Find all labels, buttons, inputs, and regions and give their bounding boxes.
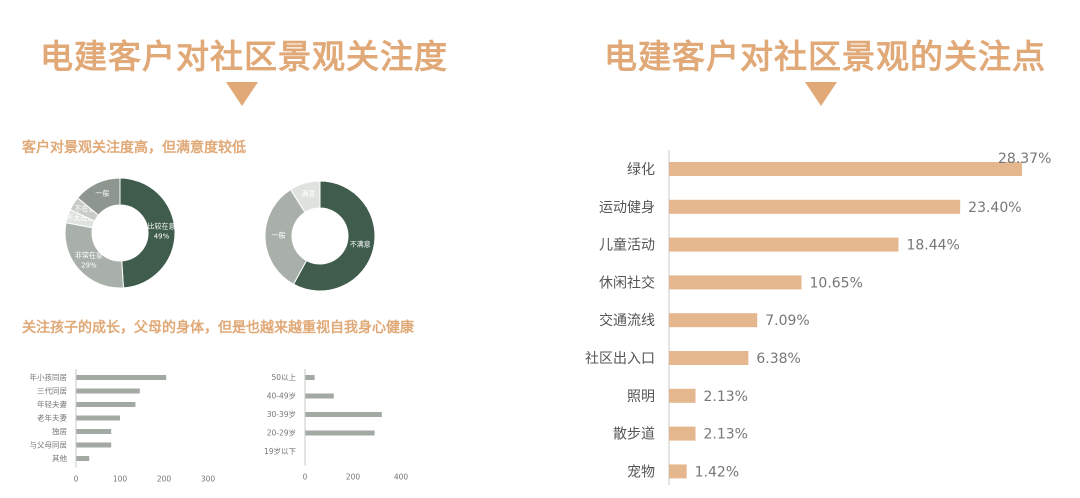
category-label: 散步道 (613, 427, 655, 443)
x-tick-label: 100 (113, 475, 128, 484)
value-label: 28.37% (998, 151, 1051, 167)
category-label: 年轻夫妻 (37, 399, 67, 409)
bar (669, 275, 802, 290)
slice-value: 49% (154, 233, 170, 241)
category-label: 儿童活动 (599, 237, 655, 254)
donut-slice (119, 177, 176, 289)
x-tick-label: 0 (303, 473, 308, 482)
x-tick-label: 0 (74, 475, 79, 484)
satisfaction-subheading: 客户对景观关注度高，但满意度较低 (22, 140, 246, 156)
category-label: 宠物 (627, 464, 655, 480)
value-label: 23.40% (968, 200, 1021, 216)
donut-slice (289, 180, 321, 214)
bar (669, 351, 749, 365)
bar (669, 237, 899, 252)
donut-slice (64, 222, 124, 289)
slice-label: 不在意 (74, 204, 95, 213)
bar (76, 388, 140, 394)
bar (76, 456, 90, 461)
donut-slice (76, 177, 121, 216)
bar (76, 375, 167, 380)
down-arrow-icon (805, 82, 837, 106)
x-tick-label: 200 (346, 473, 361, 482)
category-label: 独居 (52, 426, 67, 436)
left-chart-title: 电建客户对社区景观关注度 (40, 37, 448, 76)
category-label: 休闲社交 (599, 274, 655, 291)
bar (669, 388, 696, 403)
donut-slice (292, 180, 376, 292)
down-arrow-icon (226, 82, 258, 106)
bar (669, 464, 687, 479)
category-label: 40-49岁 (267, 391, 296, 401)
category-label: 运动健身 (599, 200, 655, 216)
landscape-focus-bar-chart: 绿化 28.37% 运动健身 23.40% 儿童活动 18.44% 休闲社交 10.65% 交通… (585, 150, 1051, 485)
category-label: 年小孩同居 (30, 372, 68, 382)
donut-slice (264, 188, 308, 285)
category-label: 老年夫妻 (37, 413, 67, 423)
category-label: 三代同居 (37, 386, 67, 396)
family-subheading: 关注孩子的成长，父母的身体，但是也越来越重视自我身心健康 (22, 320, 414, 336)
bar (76, 429, 112, 434)
value-label: 10.65% (810, 275, 863, 291)
bar (305, 393, 334, 399)
x-tick-label: 400 (394, 473, 409, 482)
category-label: 照明 (627, 389, 655, 405)
bar (76, 402, 136, 407)
value-label: 18.44% (906, 238, 959, 254)
value-label: 2.13% (704, 427, 748, 443)
x-tick-label: 300 (201, 475, 216, 484)
right-chart-title: 电建客户对社区景观的关注点 (604, 37, 1046, 76)
bar (669, 162, 1022, 176)
x-tick-label: 200 (157, 475, 172, 484)
value-label: 6.38% (756, 351, 800, 367)
slice-label: 不太在意 (67, 213, 95, 222)
bar (76, 415, 120, 421)
category-label: 20-29岁 (267, 428, 296, 438)
slice-label: 满意 (301, 189, 315, 198)
slice-label: 一般 (95, 188, 109, 197)
slice-value: 29% (81, 261, 97, 269)
bar (305, 430, 375, 436)
slice-label: 比较在意 (147, 222, 175, 231)
slice-label: 不满意 (350, 239, 371, 248)
bar (305, 375, 315, 380)
bar (669, 426, 696, 441)
category-label: 30-39岁 (267, 409, 296, 419)
value-label: 7.09% (765, 313, 809, 329)
bar (669, 313, 758, 328)
value-label: 2.13% (704, 389, 748, 405)
category-label: 绿化 (627, 162, 655, 178)
slice-label: 一般 (272, 230, 286, 239)
category-label: 50以上 (271, 373, 296, 382)
satisfaction-donut-chart: 不满意 一般 满意 (264, 180, 376, 292)
category-label: 其他 (52, 453, 67, 463)
age-bar-chart: 50以上 40-49岁 30-39岁 20-29岁 19岁以下 0 200 400 (264, 369, 408, 482)
category-label: 19岁以下 (264, 446, 297, 456)
bar (76, 442, 112, 448)
category-label: 社区出入口 (585, 351, 655, 367)
category-label: 与父母同居 (30, 441, 68, 450)
bar (669, 199, 961, 214)
category-label: 交通流线 (599, 312, 655, 329)
value-label: 1.42% (695, 464, 739, 480)
slice-label: 非常在意 (75, 250, 103, 259)
bar (305, 412, 382, 417)
